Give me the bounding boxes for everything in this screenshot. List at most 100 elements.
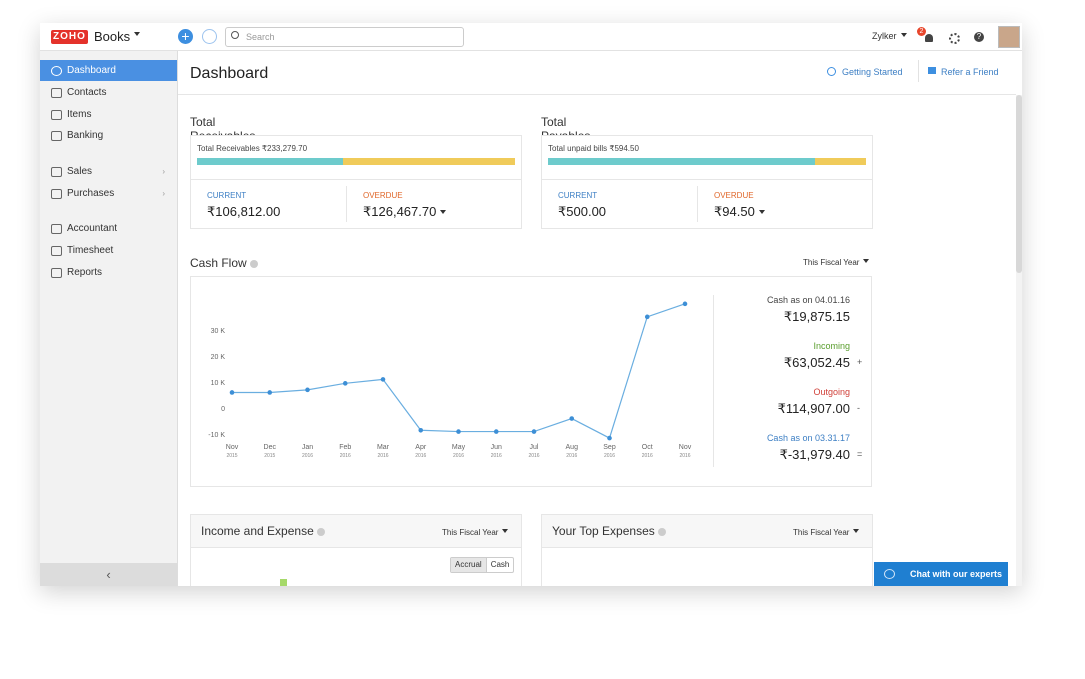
nav-item[interactable]: Purchases › <box>40 183 177 204</box>
chat-icon <box>884 569 895 579</box>
data-point <box>305 387 310 393</box>
scroll-thumb[interactable] <box>1016 95 1022 273</box>
logo: ZOHO <box>51 30 88 44</box>
cash-option[interactable]: Cash <box>490 560 510 569</box>
x-tick-year: 2016 <box>453 453 464 459</box>
x-tick-label: Jan <box>302 444 313 451</box>
getting-started[interactable]: Getting Started <box>842 67 903 77</box>
nav-icon <box>51 110 62 120</box>
help-icon[interactable] <box>316 527 325 536</box>
product-name[interactable]: Books <box>94 29 131 44</box>
accrual-option[interactable]: Accrual <box>451 558 487 572</box>
x-tick-year: 2015 <box>226 453 237 459</box>
nav-item[interactable]: Timesheet <box>40 240 177 261</box>
sidebar: Dashboard Contacts Items Banking Sales › Purch… <box>40 51 178 586</box>
data-point <box>418 427 424 433</box>
nav-icon <box>51 268 62 278</box>
nav-item[interactable]: Banking <box>40 125 177 146</box>
search-box[interactable]: Search <box>225 27 464 47</box>
collapse-sidebar[interactable]: ‹ <box>40 563 177 586</box>
nav-item[interactable]: Reports <box>40 262 177 283</box>
x-tick-year: 2016 <box>604 453 615 459</box>
divider <box>346 186 347 222</box>
chat-button[interactable]: Chat with our experts <box>874 562 1008 586</box>
overdue-amount[interactable]: ₹94.50 <box>714 204 765 220</box>
income-expense-card: Income and Expense This Fiscal Year Accr… <box>190 514 522 586</box>
data-point <box>493 429 499 434</box>
summary-label: Incoming <box>813 341 850 351</box>
nav-item[interactable]: Accountant <box>40 218 177 239</box>
summary-sign: + <box>857 357 863 367</box>
app-window: ZOHO Books + Search Zylker 2 ? Dashboard… <box>40 23 1022 586</box>
cash-flow-summary: Cash as on 04.01.16 ₹19,875.15 Incoming ₹63… <box>714 277 871 486</box>
summary-card: Total unpaid bills ₹594.50 CURRENT ₹500.00… <box>541 135 873 229</box>
nav-icon <box>51 66 62 76</box>
nav-label: Purchases <box>67 188 115 199</box>
settings[interactable] <box>949 33 960 44</box>
summary-card: Total Receivables ₹233,279.70 CURRENT ₹106… <box>190 135 522 229</box>
nav-item[interactable]: Dashboard <box>40 60 177 81</box>
total-label: Total unpaid bills ₹594.50 <box>548 144 639 153</box>
period-menu[interactable]: This Fiscal Year <box>442 528 508 537</box>
summary-amount: ₹19,875.15 <box>783 309 850 324</box>
current-bar <box>197 158 343 165</box>
nav-label: Reports <box>67 267 103 278</box>
submenu-arrow: › <box>162 189 165 198</box>
x-tick-year: 2016 <box>528 453 539 459</box>
top-bar: ZOHO Books + Search Zylker 2 ? <box>40 23 1022 51</box>
data-point <box>682 301 688 307</box>
summary-sign: = <box>857 449 863 459</box>
nav-label: Accountant <box>67 223 118 234</box>
card-header: Your Top Expenses This Fiscal Year <box>542 515 872 548</box>
x-tick-year: 2016 <box>642 453 653 459</box>
current-label: CURRENT <box>558 191 598 200</box>
card-header: Income and Expense This Fiscal Year <box>191 515 521 548</box>
overdue-amount[interactable]: ₹126,467.70 <box>363 204 446 220</box>
nav-item[interactable]: Contacts <box>40 82 177 103</box>
x-tick-label: Nov <box>226 444 239 451</box>
notifications[interactable] <box>925 34 933 42</box>
x-tick-label: Apr <box>415 444 427 451</box>
card-title-text: Your Top Expenses <box>552 524 655 538</box>
product-menu[interactable] <box>130 32 140 39</box>
recent-button[interactable] <box>202 29 217 44</box>
org-menu[interactable]: Zylker <box>872 31 907 41</box>
search-placeholder: Search <box>246 32 275 42</box>
nav-icon <box>51 167 62 177</box>
overdue-bar <box>815 158 866 165</box>
income-bar <box>280 579 287 586</box>
new-button[interactable]: + <box>178 29 193 44</box>
cash-flow-period[interactable]: This Fiscal Year <box>803 258 869 267</box>
help-icon[interactable] <box>657 527 666 536</box>
summary-label: Cash as on 04.01.16 <box>766 295 850 305</box>
x-tick-year: 2016 <box>491 453 502 459</box>
refer-friend[interactable]: Refer a Friend <box>941 67 999 77</box>
avatar[interactable] <box>998 26 1020 48</box>
data-point <box>607 435 612 441</box>
x-tick-year: 2016 <box>566 453 577 459</box>
nav-item[interactable]: Items <box>40 104 177 125</box>
period-menu[interactable]: This Fiscal Year <box>793 528 859 537</box>
nav-label: Contacts <box>67 87 107 98</box>
divider <box>697 186 698 222</box>
divider <box>542 179 872 180</box>
x-tick-label: Jul <box>530 444 539 451</box>
y-tick-label: 0 <box>221 406 225 413</box>
current-amount: ₹106,812.00 <box>207 204 281 219</box>
x-tick-year: 2016 <box>377 453 388 459</box>
summary-label: Outgoing <box>813 387 850 397</box>
total-label: Total Receivables ₹233,279.70 <box>197 144 308 153</box>
card-title: Your Top Expenses <box>552 524 666 538</box>
data-point <box>456 429 461 434</box>
nav-item[interactable]: Sales › <box>40 161 177 182</box>
current-bar <box>548 158 816 165</box>
x-tick-year: 2016 <box>302 453 313 459</box>
play-icon <box>827 67 836 76</box>
help[interactable]: ? <box>974 32 984 42</box>
nav-icon <box>51 88 62 98</box>
summary-sign: - <box>857 403 860 413</box>
notification-badge: 2 <box>917 27 926 36</box>
help-icon[interactable] <box>249 259 258 268</box>
nav-label: Dashboard <box>67 65 116 76</box>
